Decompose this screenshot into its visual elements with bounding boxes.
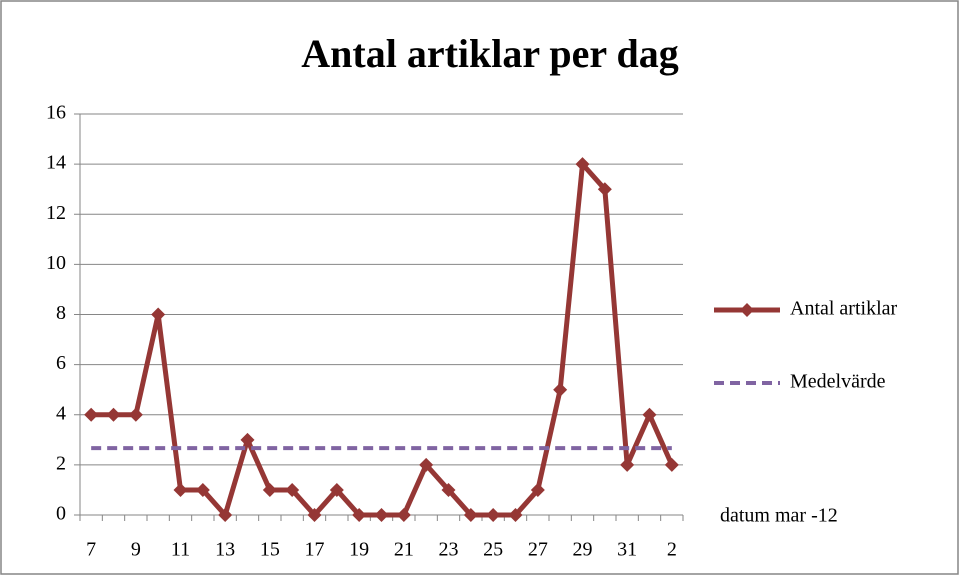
marker [84,407,99,422]
y-tick-label: 16 [46,102,66,124]
marker [151,307,166,322]
marker [642,407,657,422]
x-tick-label: 9 [131,539,141,561]
x-axis-title: datum mar -12 [720,505,838,527]
x-tick-label: 21 [394,539,414,561]
y-tick-label: 8 [56,302,66,324]
marker [128,407,143,422]
x-tick-label: 2 [667,539,677,561]
legend-marker [740,303,754,317]
y-tick-label: 0 [56,503,66,525]
y-tick-label: 6 [56,352,66,374]
y-tick-label: 12 [46,202,66,224]
y-tick-label: 10 [46,252,66,274]
x-tick-label: 29 [573,539,593,561]
marker [285,482,300,497]
marker [329,482,344,497]
marker [218,508,233,522]
marker [419,457,434,472]
marker [240,432,255,447]
marker [173,482,188,497]
x-tick-label: 7 [86,539,96,561]
marker [374,508,389,522]
marker [307,508,322,522]
x-tick-label: 23 [439,539,459,561]
x-tick-label: 13 [215,539,235,561]
x-tick-label: 15 [260,539,280,561]
x-tick-label: 19 [349,539,369,561]
marker [486,508,501,522]
y-tick-label: 4 [56,402,66,424]
x-tick-label: 27 [528,539,548,561]
chart-title: Antal artiklar per dag [301,31,678,76]
x-tick-label: 11 [171,539,190,561]
x-tick-label: 17 [305,539,325,561]
marker [664,457,679,472]
marker [508,508,523,522]
marker [575,157,590,172]
marker [463,508,478,522]
legend-label: Medelvärde [790,371,886,393]
y-tick-label: 14 [46,152,66,174]
marker [530,482,545,497]
marker [441,482,456,497]
marker [553,382,568,397]
marker [396,508,411,522]
marker [352,508,367,522]
marker [106,407,121,422]
marker [195,482,210,497]
y-tick-label: 2 [56,452,66,474]
marker [262,482,277,497]
marker [597,182,612,197]
marker [620,457,635,472]
x-tick-label: 25 [483,539,503,561]
x-tick-label: 31 [617,539,637,561]
legend-label: Antal artiklar [790,298,898,320]
